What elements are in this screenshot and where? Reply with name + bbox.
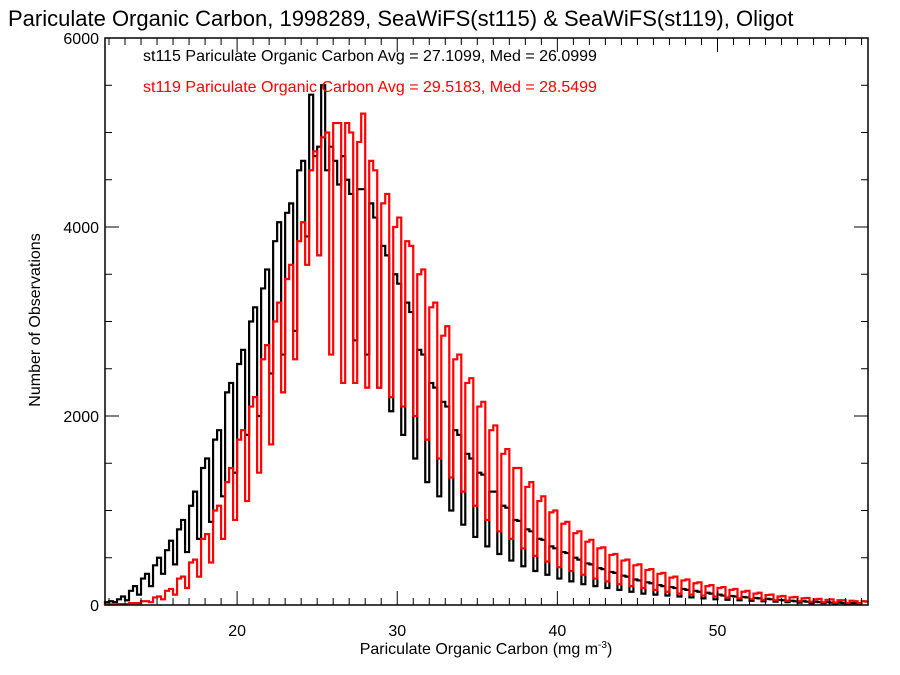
labels-layer: 20 30 40 50 0 2000 4000 6000 <box>63 31 726 640</box>
x-tick-label: 40 <box>548 623 566 640</box>
x-tick-label: 20 <box>228 623 246 640</box>
series-layer <box>103 84 868 606</box>
x-tick-label: 50 <box>709 623 727 640</box>
x-axis-label-superscript: -3 <box>598 640 607 651</box>
legend-entry-st115: st115 Pariculate Organic Carbon Avg = 27… <box>143 48 597 65</box>
y-tick-label: 2000 <box>63 409 99 426</box>
series-st119 <box>103 112 868 606</box>
x-tick-label: 30 <box>388 623 406 640</box>
ticks-layer <box>105 37 868 606</box>
y-tick-label: 4000 <box>63 220 99 237</box>
x-axis-label-suffix: ) <box>607 641 612 658</box>
y-tick-label: 6000 <box>63 31 99 48</box>
y-axis-label: Number of Observations <box>27 233 44 406</box>
series-st115 <box>103 84 862 606</box>
x-axis-label: Pariculate Organic Carbon (mg m-3) <box>360 640 613 658</box>
chart-title: Pariculate Organic Carbon, 1998289, SeaW… <box>8 6 793 31</box>
legend-entry-st119: st119 Pariculate Organic Carbon Avg = 29… <box>143 79 597 96</box>
series-line-st119 <box>103 112 868 606</box>
x-axis-label-main: Pariculate Organic Carbon (mg m <box>360 641 598 658</box>
y-tick-label: 0 <box>90 598 99 615</box>
series-line-st115 <box>103 84 862 606</box>
